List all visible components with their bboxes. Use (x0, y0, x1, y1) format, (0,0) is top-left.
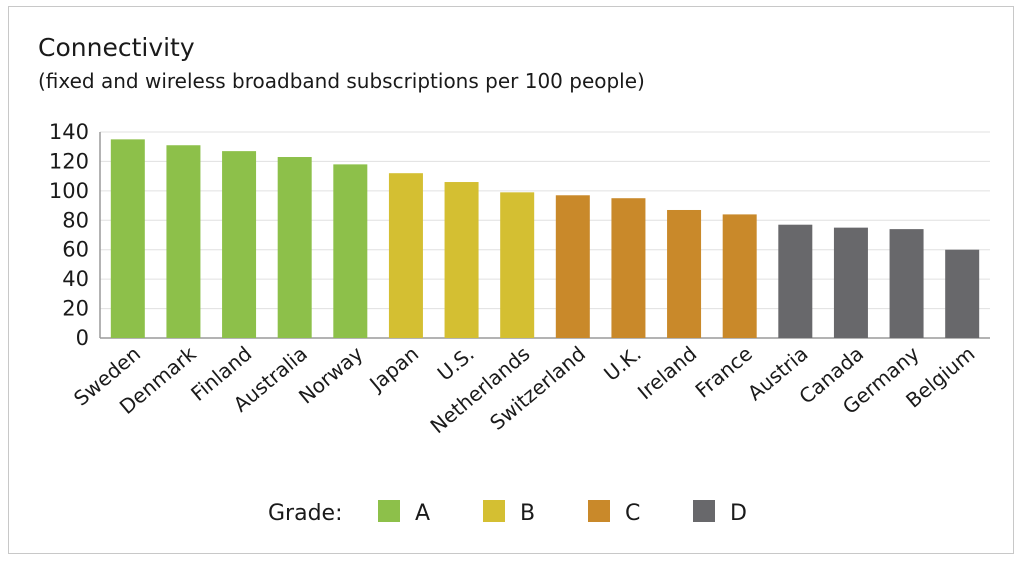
bar-japan (388, 173, 423, 338)
bar-switzerland (555, 195, 590, 338)
y-tick-label: 120 (49, 149, 89, 173)
bar-australia (277, 157, 312, 338)
legend-entry-d: D (730, 501, 747, 526)
bar-denmark (166, 145, 201, 338)
chart-subtitle: (fixed and wireless broadband subscripti… (38, 69, 645, 93)
legend-swatch-d (693, 500, 715, 522)
x-tick-label: U.S. (433, 341, 479, 385)
bar-norway (333, 164, 368, 338)
bar-canada (833, 227, 868, 338)
bar-netherlands (500, 192, 535, 338)
bar-sweden (110, 139, 145, 338)
legend-swatch-c (588, 500, 610, 522)
legend-entry-a: A (415, 501, 430, 526)
legend-entry-b: B (520, 501, 535, 526)
y-tick-label: 100 (49, 179, 89, 203)
bar-belgium (945, 249, 980, 338)
chart-title: Connectivity (38, 33, 195, 62)
x-tick-label: U.K. (599, 341, 645, 385)
bars (110, 139, 980, 338)
x-axis-ticks: SwedenDenmarkFinlandAustraliaNorwayJapan… (69, 341, 979, 438)
y-tick-label: 40 (62, 267, 89, 291)
bar-ireland (667, 209, 702, 338)
legend-swatch-b (483, 500, 505, 522)
legend-label: Grade: (268, 501, 343, 526)
bar-finland (222, 151, 257, 338)
x-tick-label: Ireland (633, 341, 701, 404)
y-tick-label: 80 (62, 208, 89, 232)
legend-swatch-a (378, 500, 400, 522)
y-tick-label: 60 (62, 238, 89, 262)
bar-france (722, 214, 757, 338)
x-tick-label: Norway (294, 341, 368, 408)
y-tick-label: 20 (62, 297, 89, 321)
y-tick-label: 140 (49, 120, 89, 144)
x-tick-label: Japan (363, 341, 423, 397)
y-tick-label: 0 (76, 326, 89, 350)
bar-u-k (611, 198, 646, 338)
bar-u-s (444, 182, 479, 338)
legend: Grade: A B C D (268, 500, 747, 526)
bar-austria (778, 224, 813, 338)
bar-germany (889, 229, 924, 338)
x-tick-label: France (691, 341, 757, 402)
y-axis-ticks: 0 20 40 60 80 100 120 140 (49, 120, 89, 350)
legend-entry-c: C (625, 501, 640, 526)
